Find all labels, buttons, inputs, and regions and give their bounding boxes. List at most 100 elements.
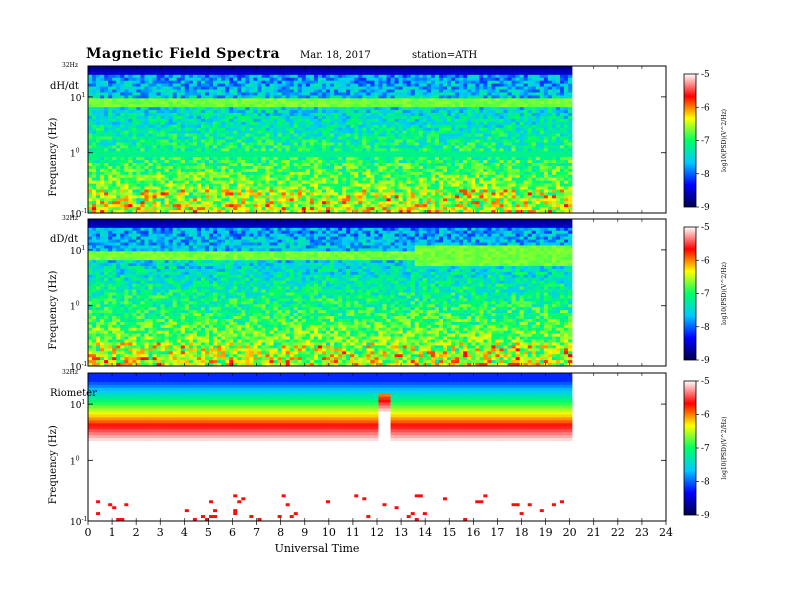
heatmap-cell [116, 165, 121, 170]
heatmap-cell [209, 160, 214, 164]
heatmap-cell [148, 165, 153, 170]
heatmap-cell [92, 189, 97, 193]
heatmap-cell [370, 189, 375, 193]
heatmap-cell [442, 192, 448, 196]
heatmap-cell [430, 124, 436, 129]
heatmap-cell [410, 110, 416, 114]
heatmap-cell [164, 165, 169, 170]
heatmap-cell [192, 207, 198, 211]
heatmap-cell [200, 118, 206, 123]
heatmap-cell [168, 86, 174, 90]
heatmap-cell [249, 207, 254, 211]
heatmap-cell [471, 165, 476, 170]
heatmap-cell [326, 157, 331, 161]
heatmap-cell [104, 168, 109, 173]
heatmap-cell [132, 174, 137, 179]
heatmap-cell [430, 168, 436, 173]
heatmap-cell [257, 139, 262, 143]
heatmap-cell [447, 198, 452, 202]
heatmap-cell [188, 160, 194, 164]
heatmap-cell [245, 210, 250, 214]
heatmap-cell [309, 86, 315, 90]
heatmap-cell [237, 177, 242, 181]
heatmap-cell [265, 101, 270, 105]
heatmap-cell [100, 101, 105, 105]
heatmap-cell [463, 160, 468, 164]
heatmap-cell [196, 89, 202, 93]
heatmap-cell [188, 121, 194, 126]
heatmap-cell [128, 127, 133, 131]
heatmap-cell [471, 157, 476, 161]
heatmap-cell [483, 71, 488, 76]
heatmap-cell [104, 98, 109, 102]
heatmap-cell [88, 145, 93, 149]
heatmap-cell [414, 171, 420, 176]
heatmap-cell [269, 180, 274, 184]
heatmap-cell [221, 83, 226, 87]
heatmap-cell [309, 198, 315, 202]
heatmap-cell [362, 80, 367, 84]
heatmap-cell [172, 177, 178, 181]
heatmap-cell [92, 98, 97, 102]
heatmap-cell [459, 113, 464, 117]
heatmap-cell [487, 80, 492, 84]
heatmap-cell [184, 98, 190, 102]
heatmap-cell [374, 142, 379, 146]
heatmap-cell [358, 86, 363, 90]
heatmap-cell [394, 180, 399, 184]
heatmap-cell [479, 210, 484, 214]
heatmap-cell [447, 168, 452, 173]
heatmap-cell [152, 183, 157, 187]
heatmap-cell [96, 180, 101, 184]
heatmap-cell [370, 180, 375, 184]
heatmap-cell [225, 195, 230, 199]
heatmap-cell [390, 74, 395, 79]
heatmap-cell [293, 189, 299, 193]
heatmap-cell [233, 192, 238, 196]
heatmap-cell [104, 163, 109, 167]
heatmap-cell [350, 145, 355, 149]
heatmap-cell [156, 127, 161, 131]
heatmap-cell [249, 118, 254, 123]
heatmap-cell [434, 210, 440, 214]
heatmap-cell [362, 77, 367, 81]
heatmap-cell [406, 71, 412, 76]
heatmap-cell [128, 130, 133, 134]
heatmap-cell [221, 104, 226, 108]
heatmap-cell [471, 71, 476, 76]
heatmap-cell [378, 68, 383, 73]
heatmap-cell [104, 121, 109, 126]
heatmap-cell [128, 77, 133, 81]
heatmap-cell [487, 92, 492, 96]
heatmap-cell [192, 168, 198, 173]
heatmap-cell [233, 189, 238, 193]
heatmap-cell [370, 151, 375, 155]
heatmap-cell [354, 101, 359, 105]
heatmap-cell [152, 154, 157, 158]
heatmap-cell [204, 121, 210, 126]
heatmap-cell [136, 177, 141, 181]
heatmap-cell [172, 130, 178, 134]
heatmap-cell [410, 80, 416, 84]
heatmap-cell [475, 68, 480, 73]
heatmap-cell [293, 139, 299, 143]
heatmap-cell [88, 189, 93, 193]
heatmap-cell [237, 80, 242, 84]
heatmap-cell [249, 95, 254, 99]
heatmap-cell [188, 195, 194, 199]
heatmap-cell [108, 201, 113, 205]
heatmap-cell [108, 157, 113, 161]
heatmap-cell [96, 195, 101, 199]
heatmap-cell [168, 104, 174, 108]
heatmap-cell [326, 80, 331, 84]
heatmap-cell [297, 80, 303, 84]
heatmap-cell [459, 186, 464, 190]
heatmap-cell [120, 210, 125, 214]
heatmap-cell [301, 207, 307, 211]
heatmap-cell [152, 189, 157, 193]
heatmap-cell [249, 171, 254, 176]
heatmap-cell [475, 186, 480, 190]
heatmap-cell [479, 124, 484, 129]
heatmap-cell [370, 183, 375, 187]
heatmap-cell [374, 151, 379, 155]
